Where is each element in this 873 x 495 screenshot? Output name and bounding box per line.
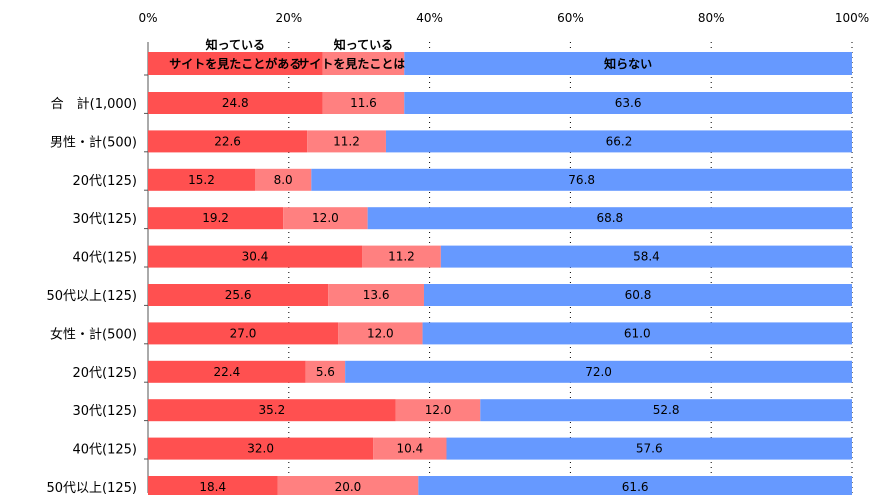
bar-segment — [345, 360, 852, 383]
x-tick-label: 60% — [557, 11, 584, 25]
category-label: 30代(125) — [73, 212, 138, 227]
data-label: 24.8 — [222, 96, 249, 110]
data-label: 20.0 — [335, 480, 362, 494]
category-label: 合 計(1,000) — [51, 96, 137, 112]
bar-segment — [338, 322, 423, 345]
category-labels: 合 計(1,000) 男性・計(500) 20代(125) 30代(125) 40代(1… — [47, 96, 138, 495]
bar-segment — [148, 92, 323, 114]
data-label: 8.0 — [274, 173, 293, 187]
data-label: 61.0 — [624, 326, 651, 340]
bar-segment — [322, 92, 405, 114]
data-label: 11.2 — [388, 250, 415, 264]
bar-segment — [305, 360, 346, 383]
bar-segment — [446, 437, 852, 460]
data-label: 13.6 — [363, 288, 390, 302]
bar-segment — [148, 207, 284, 230]
data-label: 32.0 — [247, 442, 274, 456]
x-tick-label: 80% — [698, 11, 725, 25]
bar-segment — [148, 130, 308, 153]
data-label: 68.8 — [596, 211, 623, 225]
bar-segment — [480, 399, 852, 422]
bar-segment — [362, 245, 441, 268]
bar-segment — [148, 322, 339, 345]
x-tick-label: 20% — [275, 11, 302, 25]
x-tick-label: 40% — [416, 11, 443, 25]
category-label: 50代以上(125) — [47, 289, 138, 304]
category-label: 50代以上(125) — [47, 481, 138, 495]
category-label: 20代(125) — [73, 174, 138, 189]
data-label: 10.4 — [397, 442, 424, 456]
bar-segment — [148, 284, 329, 306]
data-label: 5.6 — [316, 365, 335, 379]
data-label: 76.8 — [568, 173, 595, 187]
legend-label: 知っている — [205, 37, 265, 52]
bar-segment — [148, 168, 256, 191]
bar-segment — [255, 168, 312, 191]
bar-segment — [422, 322, 852, 345]
data-label: 35.2 — [259, 403, 286, 417]
data-label: 12.0 — [312, 211, 339, 225]
legend-label: サイトを見たことはない — [297, 56, 429, 71]
category-label: 男性・計(500) — [50, 134, 137, 150]
bar-segment — [423, 284, 852, 306]
bar-segment — [404, 92, 852, 114]
category-label: 40代(125) — [73, 251, 138, 266]
bar-segment — [307, 130, 386, 153]
legend-swatch — [322, 52, 405, 75]
bar-segment — [385, 130, 852, 153]
bar-segment — [148, 476, 278, 495]
category-label: 30代(125) — [73, 404, 138, 419]
bar-segment — [148, 399, 396, 422]
data-label: 61.6 — [622, 480, 649, 494]
data-label: 11.2 — [333, 134, 360, 148]
legend-label: 知っている — [333, 37, 393, 52]
data-label: 58.4 — [633, 250, 660, 264]
bar-segment — [418, 476, 852, 495]
x-tick-label: 100% — [835, 11, 869, 25]
bar-segment — [148, 245, 363, 268]
bar-segment — [148, 437, 374, 460]
bar-segment — [367, 207, 852, 230]
data-label: 12.0 — [367, 326, 394, 340]
legend-swatch — [148, 52, 323, 75]
data-label: 19.2 — [202, 211, 229, 225]
bar-area: 24.8 11.6 63.6 22.6 11.2 66.2 15.2 8.0 76.8 19.2 1… — [148, 92, 852, 495]
data-label: 72.0 — [585, 365, 612, 379]
data-label: 52.8 — [653, 403, 680, 417]
bar-segment — [283, 207, 368, 230]
bar-segment — [328, 284, 424, 306]
bar-segment — [395, 399, 481, 422]
data-label: 57.6 — [636, 442, 663, 456]
data-label: 60.8 — [625, 288, 652, 302]
x-axis-ticks: 0% 20% 40% 60% 80% 100% — [138, 11, 869, 25]
data-label: 18.4 — [199, 480, 226, 494]
bar-segment — [277, 476, 419, 495]
bar-segment — [373, 437, 447, 460]
data-label: 30.4 — [242, 250, 269, 264]
bar-segment — [311, 168, 852, 191]
data-label: 22.6 — [214, 134, 241, 148]
legend-label: 知らない — [603, 56, 652, 71]
data-label: 11.6 — [350, 96, 377, 110]
legend-swatch — [404, 52, 852, 75]
data-label: 63.6 — [615, 96, 642, 110]
x-tick-label: 0% — [138, 11, 157, 25]
bar-segment — [148, 360, 306, 383]
data-label: 27.0 — [230, 326, 257, 340]
data-label: 12.0 — [425, 403, 452, 417]
data-label: 15.2 — [188, 173, 215, 187]
legend-label: サイトを見たことがある — [169, 56, 301, 71]
category-label: 40代(125) — [73, 443, 138, 458]
bar-segment — [440, 245, 852, 268]
data-label: 25.6 — [225, 288, 252, 302]
category-label: 女性・計(500) — [50, 326, 137, 342]
category-label: 20代(125) — [73, 366, 138, 381]
data-label: 22.4 — [213, 365, 240, 379]
data-label: 66.2 — [606, 134, 633, 148]
